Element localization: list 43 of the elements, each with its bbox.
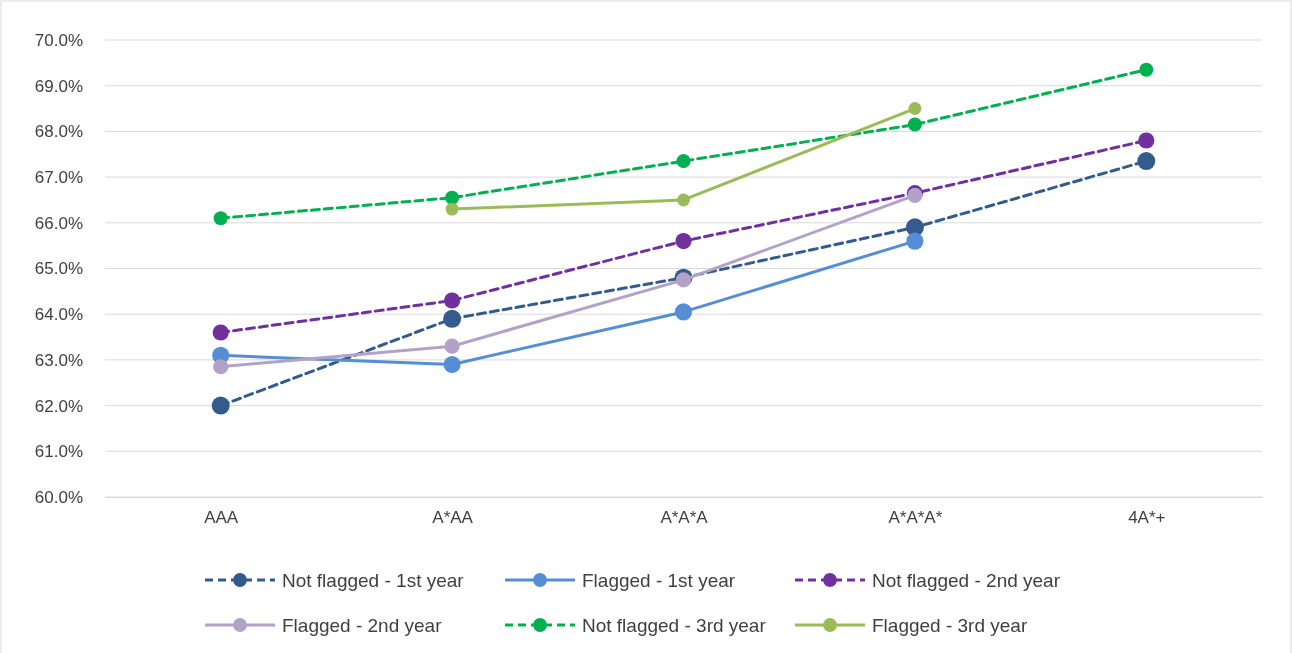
y-tick-label: 60.0% [34,487,83,507]
legend-label: Not flagged - 2nd year [872,569,1061,591]
point [1139,62,1154,77]
y-tick-label: 61.0% [34,442,83,462]
y-tick-label: 70.0% [34,30,83,50]
point [676,154,691,169]
legend-label: Not flagged - 1st year [282,569,465,591]
x-tick-label: A*A*A [660,508,709,528]
y-tick-label: 63.0% [34,350,83,370]
y-tick-label: 69.0% [34,76,83,96]
point [677,193,690,207]
point [906,232,924,250]
point [674,303,693,321]
point [675,272,692,288]
legend-label: Flagged - 1st year [582,569,736,591]
legend-label: Not flagged - 3rd year [582,614,767,636]
point [907,117,922,132]
point [445,190,460,205]
legend-label: Flagged - 2nd year [282,614,443,636]
point [212,324,229,341]
y-tick-label: 66.0% [34,213,83,233]
point [444,338,460,354]
point [443,355,461,374]
y-tick-label: 67.0% [34,168,83,188]
point [444,292,461,309]
point [1138,132,1155,149]
x-tick-label: A*AA [432,508,474,528]
x-tick-label: 4A*+ [1128,508,1166,528]
point [213,359,229,375]
y-tick-label: 64.0% [34,305,83,325]
point [445,202,459,216]
point [1137,152,1156,171]
legend-label: Flagged - 3rd year [872,614,1028,636]
x-tick-label: A*A*A* [888,508,943,528]
y-tick-label: 65.0% [34,259,83,279]
x-tick-label: AAA [204,508,239,528]
point [675,233,692,250]
point [908,102,922,115]
point [213,211,228,226]
point [443,309,462,328]
y-tick-label: 62.0% [34,396,83,416]
point [211,396,230,415]
y-tick-label: 68.0% [34,122,83,142]
